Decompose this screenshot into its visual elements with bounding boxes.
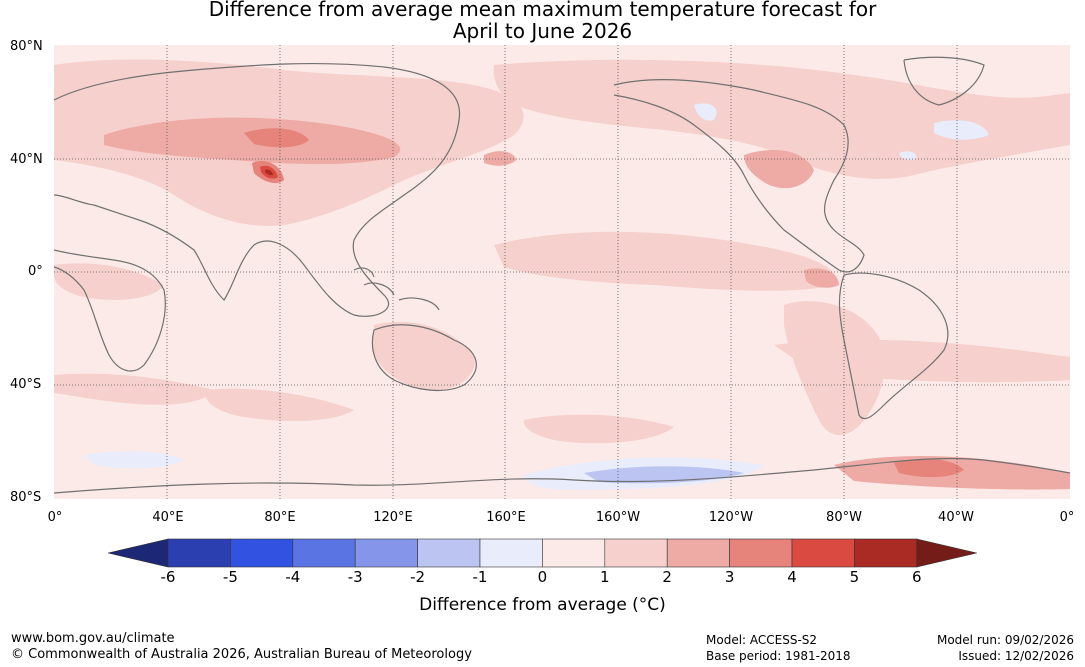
colorbar-segment — [167, 538, 231, 568]
colorbar-tick-label: 1 — [600, 568, 610, 586]
warm-anomaly-level4-5-regions — [260, 165, 278, 179]
cool1-alaska — [694, 103, 717, 121]
warm3-antarctic — [894, 458, 964, 478]
colorbar-tick-label: 0 — [537, 568, 548, 586]
temperature-anomaly-map — [54, 45, 1070, 499]
graticule — [54, 45, 1070, 499]
coastline-antarctica — [54, 457, 1070, 494]
warm5-tibet-peak — [265, 169, 273, 176]
warm1-tropical-pacific-band — [494, 231, 836, 291]
colorbar-tick-label: 4 — [787, 568, 797, 586]
coastline-greenland — [903, 56, 985, 106]
colorbar-tick-label: -4 — [285, 568, 301, 586]
lon-label-160e: 160°E — [486, 510, 526, 525]
colorbar-segment — [542, 538, 606, 568]
lon-label-40e: 40°E — [152, 510, 184, 525]
lat-label-40n: 40°N — [10, 152, 43, 167]
colorbar-segment — [292, 538, 356, 568]
warm2-east-asia — [484, 151, 516, 166]
colorbar-extend-min — [108, 538, 169, 568]
lon-label-160w: 160°W — [595, 510, 641, 525]
warm1-north-america-arctic — [493, 59, 1070, 179]
cool1-atlantic-small — [899, 151, 917, 160]
footer-copyright: © Commonwealth of Australia 2026, Austra… — [11, 647, 472, 662]
colorbar-tick-label: -3 — [347, 568, 363, 586]
footer-url: www.bom.gov.au/climate — [11, 631, 175, 646]
lat-label-80s: 80°S — [10, 490, 42, 505]
warm1-south-pacific — [523, 414, 674, 444]
colorbar-segment — [791, 538, 855, 568]
coastline-north-america — [613, 78, 865, 273]
lon-label-40w: 40°W — [938, 510, 974, 525]
coastline-maritime-continent — [353, 267, 440, 311]
colorbar-tick-label: -6 — [160, 568, 176, 586]
lat-label-equator: 0° — [28, 264, 43, 279]
lat-label-80n: 80°N — [10, 39, 43, 54]
lon-label-0-left: 0° — [47, 510, 63, 525]
colorbar-segment — [729, 538, 793, 568]
colorbar-segment — [417, 538, 481, 568]
warm1-south-indian — [204, 388, 354, 421]
colorbar-tick-label: -1 — [472, 568, 488, 586]
warm1-australia — [372, 321, 475, 390]
coastline-south-america — [838, 272, 949, 420]
colorbar-tick-label: -5 — [222, 568, 238, 586]
colorbar-segment — [854, 538, 918, 568]
footer-base-period: Base period: 1981-2018 — [706, 649, 851, 663]
coastline-eurasia — [54, 62, 461, 317]
coastlines — [54, 56, 1070, 494]
colorbar-title: Difference from average (°C) — [419, 595, 666, 615]
warm1-africa — [54, 263, 164, 300]
colorbar-segment — [230, 538, 294, 568]
footer-model: Model: ACCESS-S2 — [706, 633, 818, 647]
lon-label-80w: 80°W — [826, 510, 862, 525]
colorbar-segment — [604, 538, 668, 568]
footer-model-run: Model run: 09/02/2026 — [936, 633, 1074, 647]
lon-label-80e: 80°E — [264, 510, 296, 525]
warm1-south-atlantic-east — [774, 339, 1070, 383]
colorbar-tick-label: 2 — [662, 568, 672, 586]
colorbar-segment — [354, 538, 418, 568]
colorbar-segment — [666, 538, 730, 568]
warm1-south-atlantic-west — [54, 373, 214, 405]
map-title-line2: April to June 2026 — [452, 19, 633, 43]
lon-label-120w: 120°W — [708, 510, 754, 525]
cool1-north-atlantic — [934, 120, 989, 140]
lon-label-0-right: 0° — [1059, 510, 1075, 525]
colorbar-extend-max — [916, 538, 977, 568]
colorbar-tick-label: -2 — [410, 568, 426, 586]
colorbar-tick-label: 6 — [912, 568, 922, 586]
lat-label-40s: 40°S — [10, 377, 42, 392]
coastline-africa — [54, 249, 166, 372]
colorbar-tick-label: 3 — [724, 568, 735, 586]
warm3-central-asia — [244, 128, 309, 148]
footer-issued: Issued: 12/02/2026 — [958, 649, 1074, 663]
cool1-southern-indian — [84, 451, 184, 469]
colorbar-tick-label: 5 — [849, 568, 860, 586]
map-title-line1: Difference from average mean maximum tem… — [208, 0, 877, 21]
colorbar-segment — [479, 538, 543, 568]
colorbar — [108, 538, 977, 568]
coastline-australia — [371, 324, 477, 391]
warm2-north-america — [744, 150, 814, 189]
warm2-tropical-east-pacific — [804, 268, 839, 288]
lon-label-120e: 120°E — [373, 510, 413, 525]
